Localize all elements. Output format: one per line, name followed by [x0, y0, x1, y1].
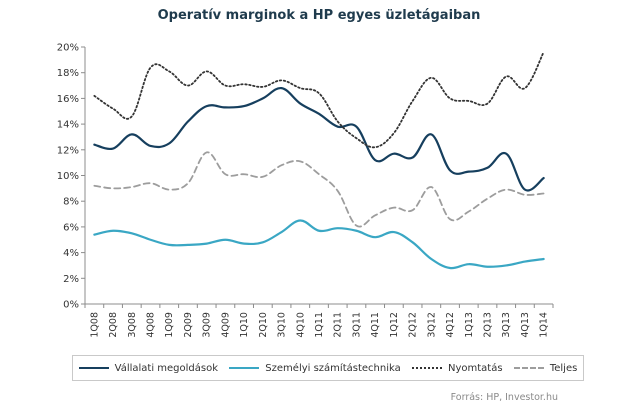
x-tick-label: 4Q10: [295, 312, 306, 338]
y-tick-label: 0%: [63, 300, 79, 311]
legend-label: Személyi számítástechnika: [265, 362, 401, 374]
legend-label: Vállalati megoldások: [114, 362, 219, 374]
legend-item: Személyi számítástechnika: [229, 362, 401, 374]
y-tick-label: 18%: [57, 68, 79, 79]
x-tick-label: 1Q11: [314, 312, 325, 338]
legend-label: Teljes: [549, 362, 578, 374]
x-tick-label: 4Q09: [220, 312, 231, 338]
y-tick-label: 10%: [57, 171, 79, 182]
x-tick-label: 2Q08: [108, 312, 119, 338]
y-tick-label: 4%: [63, 248, 79, 259]
legend-item: Nyomtatás: [412, 363, 503, 374]
x-tick-label: 1Q09: [164, 312, 175, 338]
x-tick-label: 3Q09: [202, 312, 213, 338]
legend-swatch: [513, 367, 544, 369]
legend-swatch: [78, 367, 109, 369]
y-tick-label: 2%: [63, 274, 79, 285]
chart-title: Operatív marginok a HP egyes üzletágaiba…: [157, 8, 481, 23]
x-tick-label: 2Q10: [258, 312, 269, 338]
legend-item: Vállalati megoldások: [78, 362, 219, 374]
series-line-4: [93, 151, 545, 228]
series-line-2: [93, 219, 545, 270]
series-line-1: [93, 87, 545, 192]
x-tick-label: 1Q10: [239, 312, 250, 338]
source-note: Forrás: HP, Investor.hu: [450, 392, 558, 403]
legend-swatch: [412, 367, 442, 369]
x-tick-label: 2Q09: [183, 312, 194, 338]
x-tick-label: 2Q13: [482, 312, 493, 338]
x-tick-label: 3Q11: [351, 312, 362, 338]
x-tick-label: 1Q12: [389, 312, 400, 338]
x-tick-label: 2Q11: [333, 312, 344, 338]
x-tick-label: 4Q13: [520, 312, 531, 338]
x-tick-label: 1Q13: [464, 312, 475, 338]
y-tick-label: 14%: [57, 120, 79, 131]
y-tick-label: 16%: [57, 94, 79, 105]
legend-item: Teljes: [513, 362, 578, 374]
x-tick-label: 1Q14: [539, 312, 550, 338]
x-tick-label: 2Q12: [408, 312, 419, 338]
legend-swatch: [229, 367, 260, 369]
x-tick-label: 4Q12: [445, 312, 456, 338]
y-tick-label: 8%: [63, 197, 79, 208]
y-tick-label: 20%: [57, 43, 79, 54]
chart-legend: Vállalati megoldások Személyi számítástec…: [72, 355, 584, 381]
x-tick-label: 1Q08: [89, 312, 100, 338]
x-tick-label: 4Q08: [146, 312, 157, 338]
series-line-3: [93, 51, 545, 149]
x-tick-label: 3Q13: [501, 312, 512, 338]
x-tick-label: 3Q10: [277, 312, 288, 338]
y-tick-label: 12%: [57, 145, 79, 156]
y-tick-label: 6%: [63, 222, 79, 233]
x-tick-label: 3Q12: [426, 312, 437, 338]
x-tick-label: 3Q08: [127, 312, 138, 338]
legend-label: Nyomtatás: [448, 362, 503, 374]
x-tick-label: 4Q11: [370, 312, 381, 338]
